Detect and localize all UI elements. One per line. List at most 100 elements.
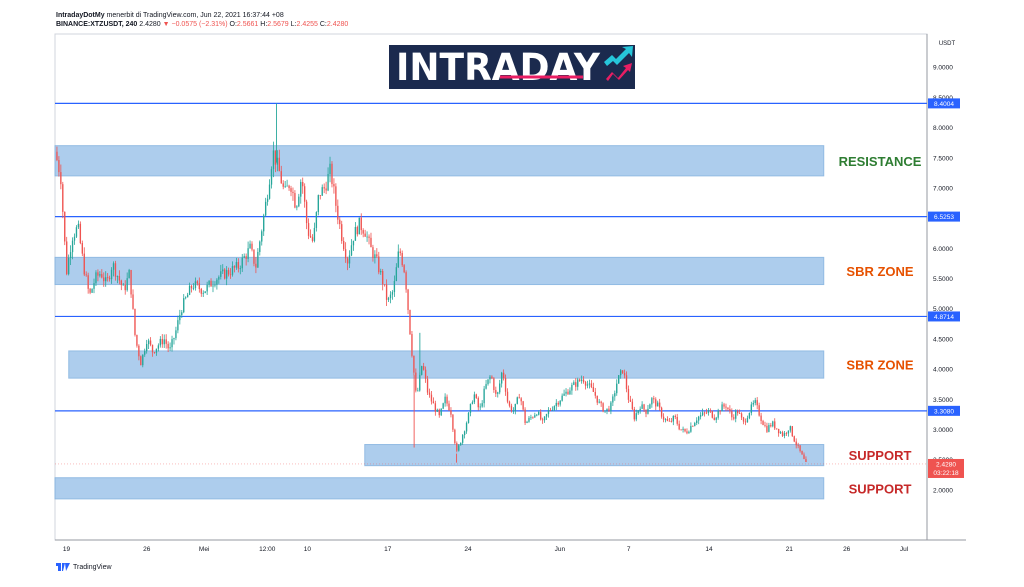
y-tick-label: 7.0000	[933, 185, 953, 192]
candle-body	[118, 276, 121, 281]
candle-body	[348, 255, 351, 264]
level-8-4004-tag	[928, 98, 960, 109]
x-tick-label: 21	[786, 546, 794, 553]
candle-body	[803, 454, 805, 459]
candle-body	[598, 401, 600, 403]
logo-text: INTRADAY	[396, 46, 601, 89]
candle-body	[290, 188, 292, 192]
candle-body	[91, 288, 93, 293]
candle-body	[303, 186, 306, 202]
close-value: 2.4280	[326, 21, 349, 28]
y-tick-label: 3.0000	[933, 427, 953, 434]
support-zone-upper-label: SUPPORT	[849, 448, 912, 463]
candle-body	[235, 262, 238, 268]
candle-body	[801, 451, 803, 455]
candle-body	[461, 435, 464, 443]
candle-body	[551, 409, 554, 411]
candle-body	[106, 277, 109, 279]
candle-body	[764, 424, 766, 426]
candle-body	[253, 249, 255, 264]
candle-body	[339, 219, 341, 225]
candle-body	[633, 409, 635, 420]
tradingview-brand: TradingView	[73, 563, 112, 571]
candle-body	[177, 320, 179, 331]
candle-body	[79, 223, 82, 244]
candle-body	[651, 398, 653, 405]
candle-body	[421, 366, 423, 375]
candle-body	[469, 403, 472, 413]
candle-body	[319, 195, 321, 196]
candle-body	[350, 245, 353, 256]
candle-body	[631, 401, 634, 410]
candle-body	[575, 382, 577, 387]
candle-body	[321, 187, 323, 196]
candle-body	[721, 404, 723, 412]
y-tick-label: 9.0000	[933, 65, 953, 72]
candle-body	[208, 280, 210, 285]
candle-body	[657, 402, 659, 407]
candle-body	[387, 298, 390, 300]
candle-body	[563, 393, 565, 396]
candle-body	[151, 344, 154, 353]
candle-body	[805, 458, 807, 463]
candle-body	[725, 406, 727, 408]
candle-body	[222, 269, 224, 272]
candle-body	[772, 421, 774, 427]
candle-body	[132, 294, 134, 309]
x-tick-label: Jun	[555, 546, 566, 553]
candle-body	[97, 272, 99, 276]
candle-body	[389, 294, 392, 299]
change-value: ▼ −0.0575 (−2.31%)	[162, 21, 228, 28]
tradingview-footer[interactable]: TradingView	[56, 563, 112, 571]
candle-body	[239, 268, 241, 270]
candle-body	[438, 409, 440, 416]
candle-body	[536, 414, 538, 416]
candle-body	[774, 421, 776, 429]
price-axis[interactable]: 9.00008.50008.00007.50007.00006.50006.00…	[933, 65, 953, 495]
candle-body	[645, 409, 647, 414]
candle-body	[323, 187, 325, 189]
sbr-zone-lower	[68, 350, 825, 379]
candle-body	[103, 277, 105, 282]
candle-body	[660, 407, 663, 417]
candle-body	[415, 372, 417, 391]
candle-body	[99, 274, 101, 276]
candle-body	[731, 411, 733, 418]
candle-body	[776, 428, 778, 430]
candle-body	[305, 201, 308, 224]
candle-body	[196, 281, 199, 284]
candle-body	[60, 172, 62, 185]
candle-body	[489, 376, 491, 380]
candle-body	[165, 339, 167, 344]
author-name[interactable]: IntradayDotMy	[56, 12, 105, 19]
resistance-zone	[54, 145, 825, 177]
resistance-zone-label: RESISTANCE	[839, 154, 922, 169]
level-6-5253-tag	[928, 211, 960, 222]
candle-body	[528, 417, 530, 422]
candle-body	[130, 270, 132, 295]
candle-body	[136, 334, 138, 346]
candle-body	[686, 431, 688, 434]
candle-body	[341, 224, 343, 241]
candle-body	[762, 420, 764, 425]
candle-body	[465, 423, 468, 432]
candle-body	[738, 413, 741, 414]
candle-body	[639, 408, 641, 411]
candle-body	[434, 403, 437, 412]
y-tick-label: 7.5000	[933, 155, 953, 162]
candle-body	[506, 391, 509, 402]
candle-body	[770, 425, 772, 427]
candle-body	[142, 354, 144, 366]
candle-body	[366, 236, 368, 238]
y-tick-label: 8.5000	[933, 95, 953, 102]
candle-body	[403, 265, 405, 273]
candle-body	[87, 275, 89, 289]
candle-body	[370, 237, 372, 248]
y-tick-label: 2.0000	[933, 487, 953, 494]
candle-body	[512, 410, 515, 412]
logo-arrow-icon	[606, 63, 632, 81]
candle-body	[298, 196, 300, 207]
logo-background	[389, 45, 635, 89]
time-axis[interactable]: 19 26 Mei 12:00 10 17 24 Jun 7 14 21 26 Jul	[63, 546, 909, 553]
